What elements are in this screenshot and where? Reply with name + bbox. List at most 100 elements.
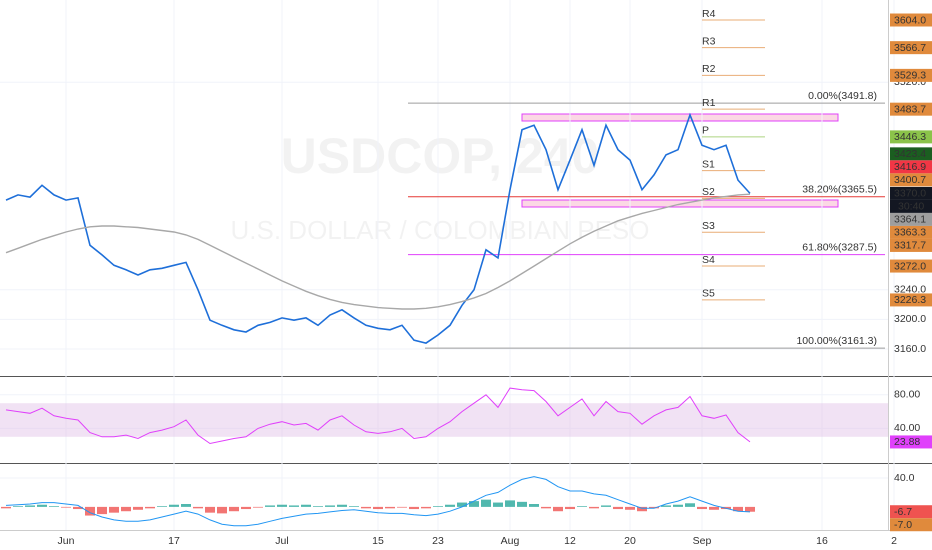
macd-bar (25, 505, 35, 507)
x-tick-label: Jun (58, 535, 75, 547)
price-tag (890, 102, 932, 116)
macd-bar (193, 506, 203, 509)
macd-bar (457, 502, 467, 507)
pivot-label: S5 (702, 288, 715, 300)
price-tag (890, 68, 932, 82)
pivot-label: R1 (702, 97, 716, 109)
macd-bar (301, 504, 311, 507)
macd-bar (565, 506, 575, 510)
pivot-label: R4 (702, 8, 716, 20)
macd-bar (661, 505, 671, 507)
pivot-label: S3 (702, 220, 715, 232)
x-tick-label: 12 (564, 535, 576, 547)
macd-line (5, 476, 751, 527)
pivot-label: S2 (702, 186, 715, 198)
macd-bar (709, 506, 719, 510)
x-tick-label: 23 (432, 535, 444, 547)
pivot-label: S1 (702, 158, 715, 170)
macd-bar (613, 506, 623, 510)
price-tag-label: -7.0 (894, 519, 912, 531)
macd-bar (733, 506, 743, 512)
macd-bar (577, 506, 587, 507)
macd-bar (145, 506, 155, 509)
x-tick-label: 2 (891, 535, 897, 547)
macd-bar (601, 505, 611, 507)
price-tag-label: 3416.9 (894, 161, 926, 173)
price-tag-label: 3272.0 (894, 260, 926, 272)
macd-bar (553, 506, 563, 512)
macd-bar (649, 506, 659, 509)
macd-bar (541, 506, 551, 509)
price-tag (890, 130, 932, 144)
price-tag-label: 23.88 (894, 436, 920, 448)
countdown-tag (890, 199, 932, 213)
price-tag (890, 505, 932, 519)
macd-bar (133, 506, 143, 510)
macd-bar (85, 506, 95, 516)
macd-bar (97, 506, 107, 515)
price-tag-label: 3483.7 (894, 103, 926, 115)
macd-bar (685, 503, 695, 507)
macd-bar (421, 506, 431, 509)
y-tick-label: 80.00 (894, 389, 920, 401)
macd-bar (445, 504, 455, 507)
y-tick-label: 40.00 (894, 422, 920, 434)
macd-bar (493, 502, 503, 507)
macd-bar (277, 504, 287, 507)
price-tag (890, 518, 932, 532)
countdown: 30:40 (898, 201, 924, 213)
y-tick-label: 3240.0 (894, 284, 926, 296)
fib-label: 61.80%(3287.5) (802, 241, 877, 253)
macd-bar (169, 504, 179, 507)
macd-bar (625, 506, 635, 510)
macd-bar (217, 506, 227, 514)
price-tag-label: 3363.3 (894, 227, 926, 239)
price-tag (890, 13, 932, 27)
price-tag (890, 147, 932, 161)
price-tag-label: 3317.7 (894, 240, 926, 252)
price-tag (890, 238, 932, 252)
pivot-label: S4 (702, 254, 715, 266)
price-tag (890, 173, 932, 187)
macd-bar (49, 506, 59, 507)
macd-bar (157, 506, 167, 507)
macd-bar (241, 506, 251, 510)
macd-bar (361, 506, 371, 509)
macd-bar (745, 506, 755, 512)
price-tag-label: 3423.4 (894, 148, 926, 160)
y-tick-label: 3160.0 (894, 343, 926, 355)
price-tag (890, 293, 932, 307)
macd-bar (433, 506, 443, 507)
resistance-zone (521, 113, 839, 122)
price-tag (890, 225, 932, 239)
watermark: USDCOP, 240 (281, 128, 600, 184)
price-tag-label: 3226.3 (894, 294, 926, 306)
macd-bar (385, 506, 395, 509)
macd-bar (481, 499, 491, 507)
price-tag-label: 3446.3 (894, 131, 926, 143)
price-tag (890, 212, 932, 226)
macd-bar (289, 505, 299, 507)
macd-bar (109, 506, 119, 513)
macd-bar (469, 501, 479, 507)
pivot-label: R2 (702, 63, 716, 75)
y-tick-label: 40.0 (894, 472, 915, 484)
x-tick-label: 15 (372, 535, 384, 547)
macd-bar (1, 506, 11, 509)
macd-bar (181, 504, 191, 507)
x-tick-label: 20 (624, 535, 636, 547)
y-tick-label: 3200.0 (894, 313, 926, 325)
x-tick-label: 16 (816, 535, 828, 547)
price-tag (890, 41, 932, 55)
macd-bar (313, 506, 323, 507)
macd-bar (589, 506, 599, 509)
macd-bar (37, 504, 47, 507)
price-tag-label: 3364.1 (894, 214, 926, 226)
price-tag-label: 3370.0 (894, 188, 926, 200)
price-line (5, 112, 751, 344)
x-tick-label: Jul (275, 535, 288, 547)
macd-bar (409, 506, 419, 510)
